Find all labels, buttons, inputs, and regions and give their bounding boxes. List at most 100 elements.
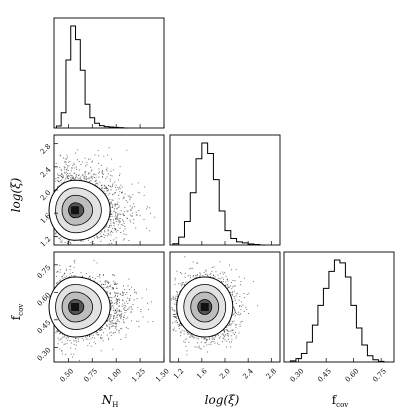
sample-point [129,219,131,221]
sample-point [120,316,122,317]
sample-point [79,178,81,180]
sample-point [138,320,140,322]
sample-point [122,213,124,215]
sample-point [84,178,86,180]
sample-point [55,275,57,277]
sample-point [87,345,89,347]
sample-point [100,284,102,286]
x-tick-label: 1.50 [154,367,171,384]
sample-point [89,335,91,337]
sample-point [100,164,102,166]
sample-point [99,233,101,235]
sample-point [74,178,76,180]
sample-point [119,315,121,317]
hist-panel-NH [53,17,165,129]
sample-point [113,318,114,320]
sample-point [102,275,104,276]
sample-point [59,180,61,182]
sample-point [106,324,108,326]
sample-point [96,179,98,181]
sample-point [128,289,130,290]
sample-point [69,272,71,274]
sample-point [96,237,98,239]
sample-point [106,285,108,287]
sample-point [113,274,114,276]
sample-point [110,316,112,318]
sample-point [85,273,87,275]
sample-point [110,334,112,336]
sample-point [115,313,117,314]
sample-point [59,271,61,273]
sample-point [97,236,99,238]
sample-point [149,212,151,214]
sample-point [69,242,71,243]
sample-point [115,327,117,329]
sample-point [115,299,117,301]
sample-point [101,329,103,331]
sample-point [63,166,65,168]
sample-point [77,177,79,179]
sample-point [84,171,86,173]
sample-point [71,174,73,176]
sample-point [119,173,121,175]
sample-point [82,174,84,176]
sample-point [73,178,75,180]
sample-point [78,340,80,342]
sample-point [112,325,113,327]
sample-point [62,336,64,338]
sample-point [119,299,121,301]
sample-point [73,162,75,164]
sample-point [121,186,123,188]
sample-point [122,293,124,295]
x-tick-label: 0.75 [371,367,388,384]
sample-point [61,242,63,243]
sample-point [143,194,145,196]
sample-point [115,310,116,312]
sample-point [112,305,114,307]
sample-point [66,174,68,176]
sample-point [55,330,57,332]
sample-point [146,208,147,210]
sample-point [113,296,115,298]
sample-point [118,220,119,222]
xlabel-nh: NH [101,393,119,409]
sample-point [111,243,113,244]
sample-point [111,227,113,229]
sample-point [117,313,119,315]
sample-point [105,280,107,282]
sample-point [126,292,128,293]
sample-point [130,221,132,223]
sample-point [116,215,118,217]
sample-point [135,293,137,294]
sample-point [107,229,109,231]
sample-point [103,155,105,157]
sample-point [116,301,118,303]
sample-point [111,297,113,299]
sample-point [105,225,107,227]
sample-point [60,338,61,340]
sample-point [67,242,69,244]
sample-point [106,321,108,323]
sample-point [61,177,63,179]
sample-point [61,276,63,278]
sample-point [92,160,93,162]
sample-point [71,275,73,277]
sample-point [107,190,109,192]
sample-point [129,197,131,199]
sample-point [114,291,116,293]
sample-point [114,295,116,297]
sample-point [120,327,122,329]
sample-point [65,168,67,170]
sample-point [69,174,71,176]
sample-point [136,320,138,322]
sample-point [72,356,73,358]
sample-point [111,305,113,307]
sample-point [80,271,82,273]
sample-point [111,302,112,304]
sample-point [55,163,57,165]
sample-point [95,234,97,236]
sample-point [176,294,178,296]
sample-point [84,165,86,167]
sample-point [115,312,117,313]
xlabel-logxi: log(ξ) [205,393,240,407]
